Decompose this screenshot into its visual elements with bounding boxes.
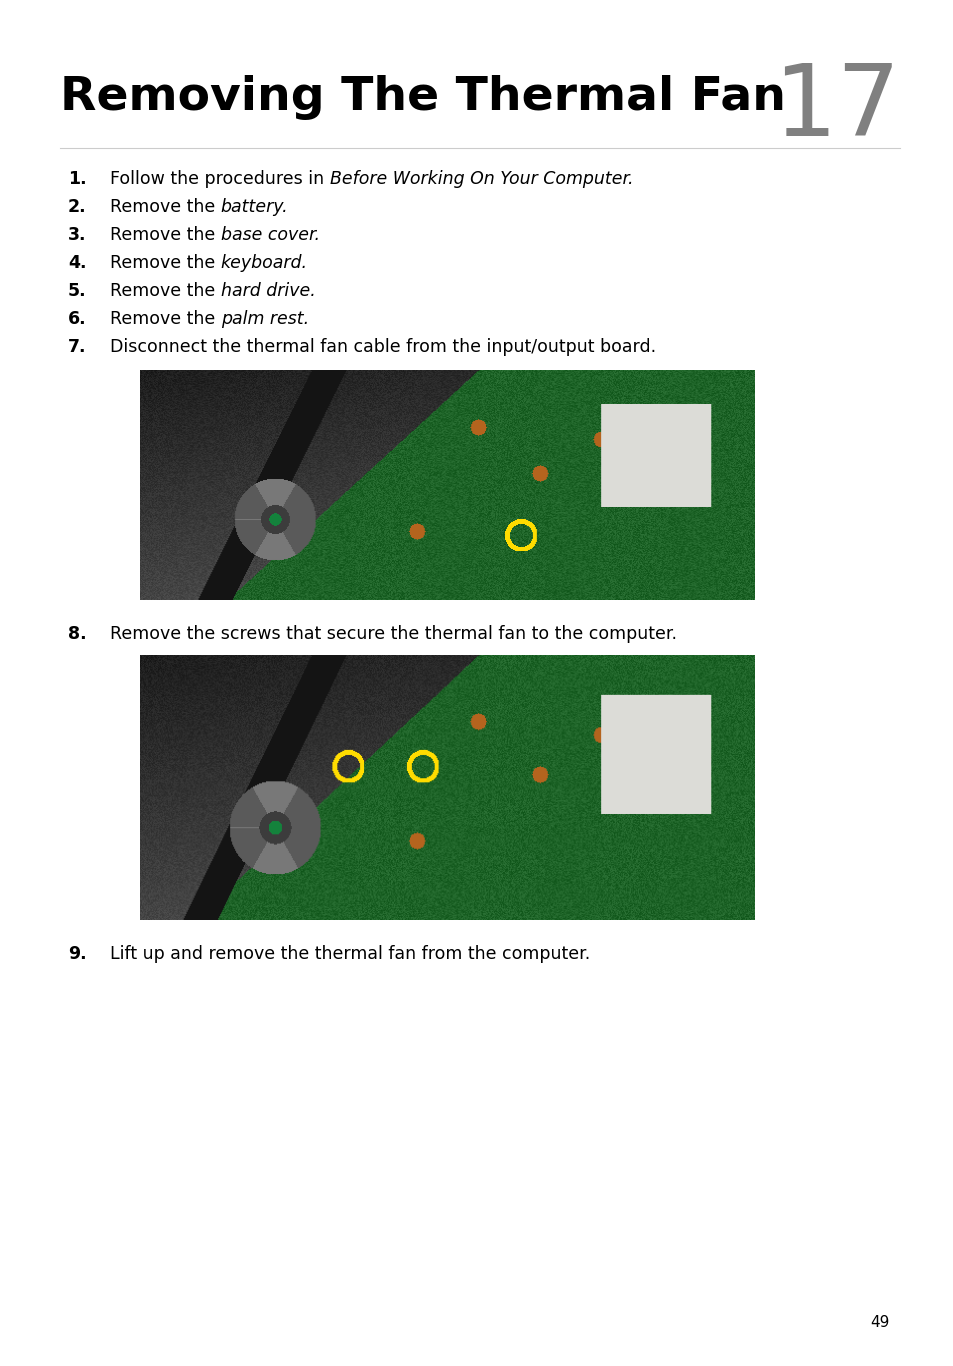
Text: Disconnect the thermal fan cable from the input/output board.: Disconnect the thermal fan cable from th… <box>110 337 656 357</box>
Text: Follow the procedures in: Follow the procedures in <box>110 169 330 189</box>
Text: 49: 49 <box>870 1315 889 1330</box>
Text: 2.: 2. <box>68 198 87 216</box>
Text: Before Working On Your Computer.: Before Working On Your Computer. <box>330 169 633 189</box>
Text: Remove the screws that secure the thermal fan to the computer.: Remove the screws that secure the therma… <box>110 626 677 643</box>
Text: battery.: battery. <box>220 198 288 216</box>
Text: 1.: 1. <box>68 169 87 189</box>
Text: 9.: 9. <box>68 945 87 963</box>
Text: Lift up and remove the thermal fan from the computer.: Lift up and remove the thermal fan from … <box>110 945 590 963</box>
Text: Remove the: Remove the <box>110 310 220 328</box>
Text: 5.: 5. <box>68 281 87 301</box>
Text: 6.: 6. <box>68 310 87 328</box>
Text: Removing The Thermal Fan: Removing The Thermal Fan <box>60 75 785 120</box>
Text: 4.: 4. <box>68 254 87 272</box>
Text: Remove the: Remove the <box>110 198 220 216</box>
Text: Remove the: Remove the <box>110 225 220 245</box>
Text: hard drive.: hard drive. <box>220 281 315 301</box>
Text: 3.: 3. <box>68 225 87 245</box>
Text: 7.: 7. <box>68 337 87 357</box>
Text: 17: 17 <box>772 60 899 157</box>
Text: base cover.: base cover. <box>220 225 319 245</box>
Text: Remove the: Remove the <box>110 254 220 272</box>
Text: palm rest.: palm rest. <box>220 310 309 328</box>
Text: keyboard.: keyboard. <box>220 254 308 272</box>
Text: 8.: 8. <box>68 626 87 643</box>
Text: Remove the: Remove the <box>110 281 220 301</box>
